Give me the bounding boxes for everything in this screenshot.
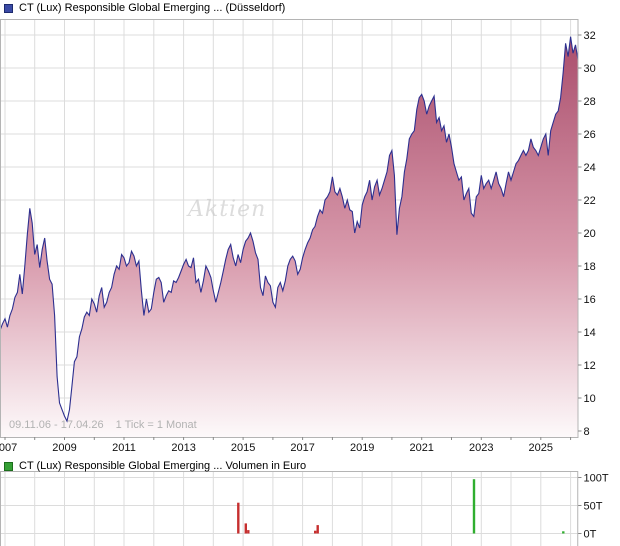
volume-axis-label: 100T (584, 473, 609, 485)
y-axis-label: 20 (584, 228, 596, 240)
volume-plot-border (0, 471, 579, 546)
volume-legend: CT (Lux) Responsible Global Emerging ...… (4, 460, 306, 472)
volume-bar (316, 525, 319, 534)
y-axis-label: 16 (584, 294, 596, 306)
x-axis-label: 2013 (171, 442, 195, 454)
y-axis-label: 24 (584, 162, 596, 174)
x-axis-label: 2015 (231, 442, 255, 454)
date-range-text: 09.11.06 - 17.04.26 (9, 419, 104, 431)
volume-plot-background (0, 472, 578, 546)
x-axis-label: 2017 (290, 442, 314, 454)
y-axis-label: 26 (584, 129, 596, 141)
x-axis-label: 2021 (409, 442, 433, 454)
y-axis-label: 28 (584, 96, 596, 108)
y-axis-label: 8 (584, 426, 590, 438)
volume-chart[interactable]: 100T 50T 0T (0, 458, 620, 546)
volume-bar (247, 530, 250, 534)
y-axis-label: 32 (584, 30, 596, 42)
x-axis-label: 2023 (469, 442, 493, 454)
volume-chart-title: CT (Lux) Responsible Global Emerging ...… (19, 460, 307, 472)
x-axis-label: 2009 (52, 442, 76, 454)
volume-bar (472, 479, 476, 534)
volume-axis-label: 50T (584, 501, 603, 513)
y-axis-label: 10 (584, 393, 596, 405)
x-axis-label: 2011 (112, 442, 136, 454)
volume-bar (237, 502, 240, 534)
y-axis-label: 22 (584, 195, 596, 207)
plot-border (0, 19, 579, 438)
tick-info-text: 1 Tick = 1 Monat (115, 419, 197, 431)
y-axis-label: 30 (584, 63, 596, 75)
volume-bar (244, 523, 247, 534)
price-area (0, 36, 578, 437)
volume-panel: CT (Lux) Responsible Global Emerging ...… (0, 458, 620, 546)
price-line (0, 36, 579, 423)
y-axis-label: 14 (584, 327, 596, 339)
price-panel: CT (Lux) Responsible Global Emerging ...… (0, 0, 620, 458)
price-legend: CT (Lux) Responsible Global Emerging ...… (4, 2, 285, 14)
watermark-text: Aktien (186, 197, 266, 222)
volume-bar (314, 530, 317, 534)
price-chart-title: CT (Lux) Responsible Global Emerging ...… (19, 2, 286, 14)
y-axis-label: 12 (584, 360, 596, 372)
date-range-info: 09.11.06 - 17.04.26 1 Tick = 1 Monat (9, 419, 197, 431)
y-axis-label: 18 (584, 261, 596, 273)
price-series-icon (4, 3, 13, 13)
volume-axis-label: 0T (584, 529, 597, 541)
volume-series-icon (4, 461, 13, 471)
x-axis-label: 2025 (529, 442, 553, 454)
volume-bar (562, 531, 565, 534)
x-axis-label: 2019 (350, 442, 374, 454)
